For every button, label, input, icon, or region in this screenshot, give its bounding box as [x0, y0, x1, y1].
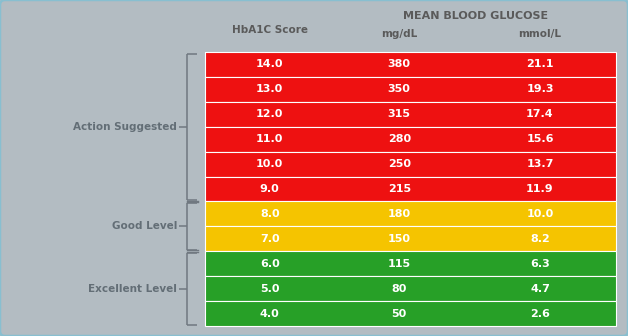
Text: 2.6: 2.6	[530, 308, 550, 319]
Text: 6.3: 6.3	[530, 259, 550, 269]
Text: 80: 80	[391, 284, 407, 294]
Text: 13.0: 13.0	[256, 84, 283, 94]
Bar	[205, 127, 616, 152]
Text: Good Level: Good Level	[112, 221, 177, 232]
Text: 8.2: 8.2	[530, 234, 550, 244]
Text: 13.7: 13.7	[526, 159, 554, 169]
Text: 21.1: 21.1	[526, 59, 554, 70]
Bar	[205, 52, 616, 326]
Bar	[205, 152, 616, 176]
Text: Excellent Level: Excellent Level	[88, 284, 177, 294]
Text: 17.4: 17.4	[526, 109, 554, 119]
Bar	[205, 202, 616, 226]
Text: 15.6: 15.6	[526, 134, 554, 144]
Text: 7.0: 7.0	[260, 234, 279, 244]
Text: 380: 380	[387, 59, 411, 70]
Text: 250: 250	[387, 159, 411, 169]
Text: 12.0: 12.0	[256, 109, 283, 119]
Text: 4.0: 4.0	[260, 308, 279, 319]
Text: 10.0: 10.0	[256, 159, 283, 169]
Bar	[205, 301, 616, 326]
Text: 14.0: 14.0	[256, 59, 283, 70]
Bar	[205, 276, 616, 301]
Text: mmol/L: mmol/L	[519, 29, 561, 39]
Text: 10.0: 10.0	[526, 209, 554, 219]
Text: Action Suggested: Action Suggested	[73, 122, 177, 132]
Text: 315: 315	[387, 109, 411, 119]
Text: 350: 350	[387, 84, 411, 94]
Text: MEAN BLOOD GLUCOSE: MEAN BLOOD GLUCOSE	[403, 11, 548, 21]
Text: 180: 180	[387, 209, 411, 219]
Text: 11.0: 11.0	[256, 134, 283, 144]
Text: 115: 115	[387, 259, 411, 269]
Text: 19.3: 19.3	[526, 84, 554, 94]
Bar	[205, 77, 616, 102]
Text: 6.0: 6.0	[260, 259, 279, 269]
Text: HbA1C Score: HbA1C Score	[232, 25, 308, 35]
Text: 280: 280	[387, 134, 411, 144]
Text: 5.0: 5.0	[260, 284, 279, 294]
Text: 150: 150	[387, 234, 411, 244]
Text: 215: 215	[387, 184, 411, 194]
Bar	[205, 52, 616, 77]
Bar	[205, 226, 616, 251]
Bar	[205, 176, 616, 202]
Bar	[205, 102, 616, 127]
Text: 8.0: 8.0	[260, 209, 279, 219]
Text: 9.0: 9.0	[260, 184, 279, 194]
Bar	[205, 251, 616, 276]
Text: mg/dL: mg/dL	[381, 29, 418, 39]
Text: 4.7: 4.7	[530, 284, 550, 294]
Text: 11.9: 11.9	[526, 184, 554, 194]
Text: 50: 50	[392, 308, 407, 319]
